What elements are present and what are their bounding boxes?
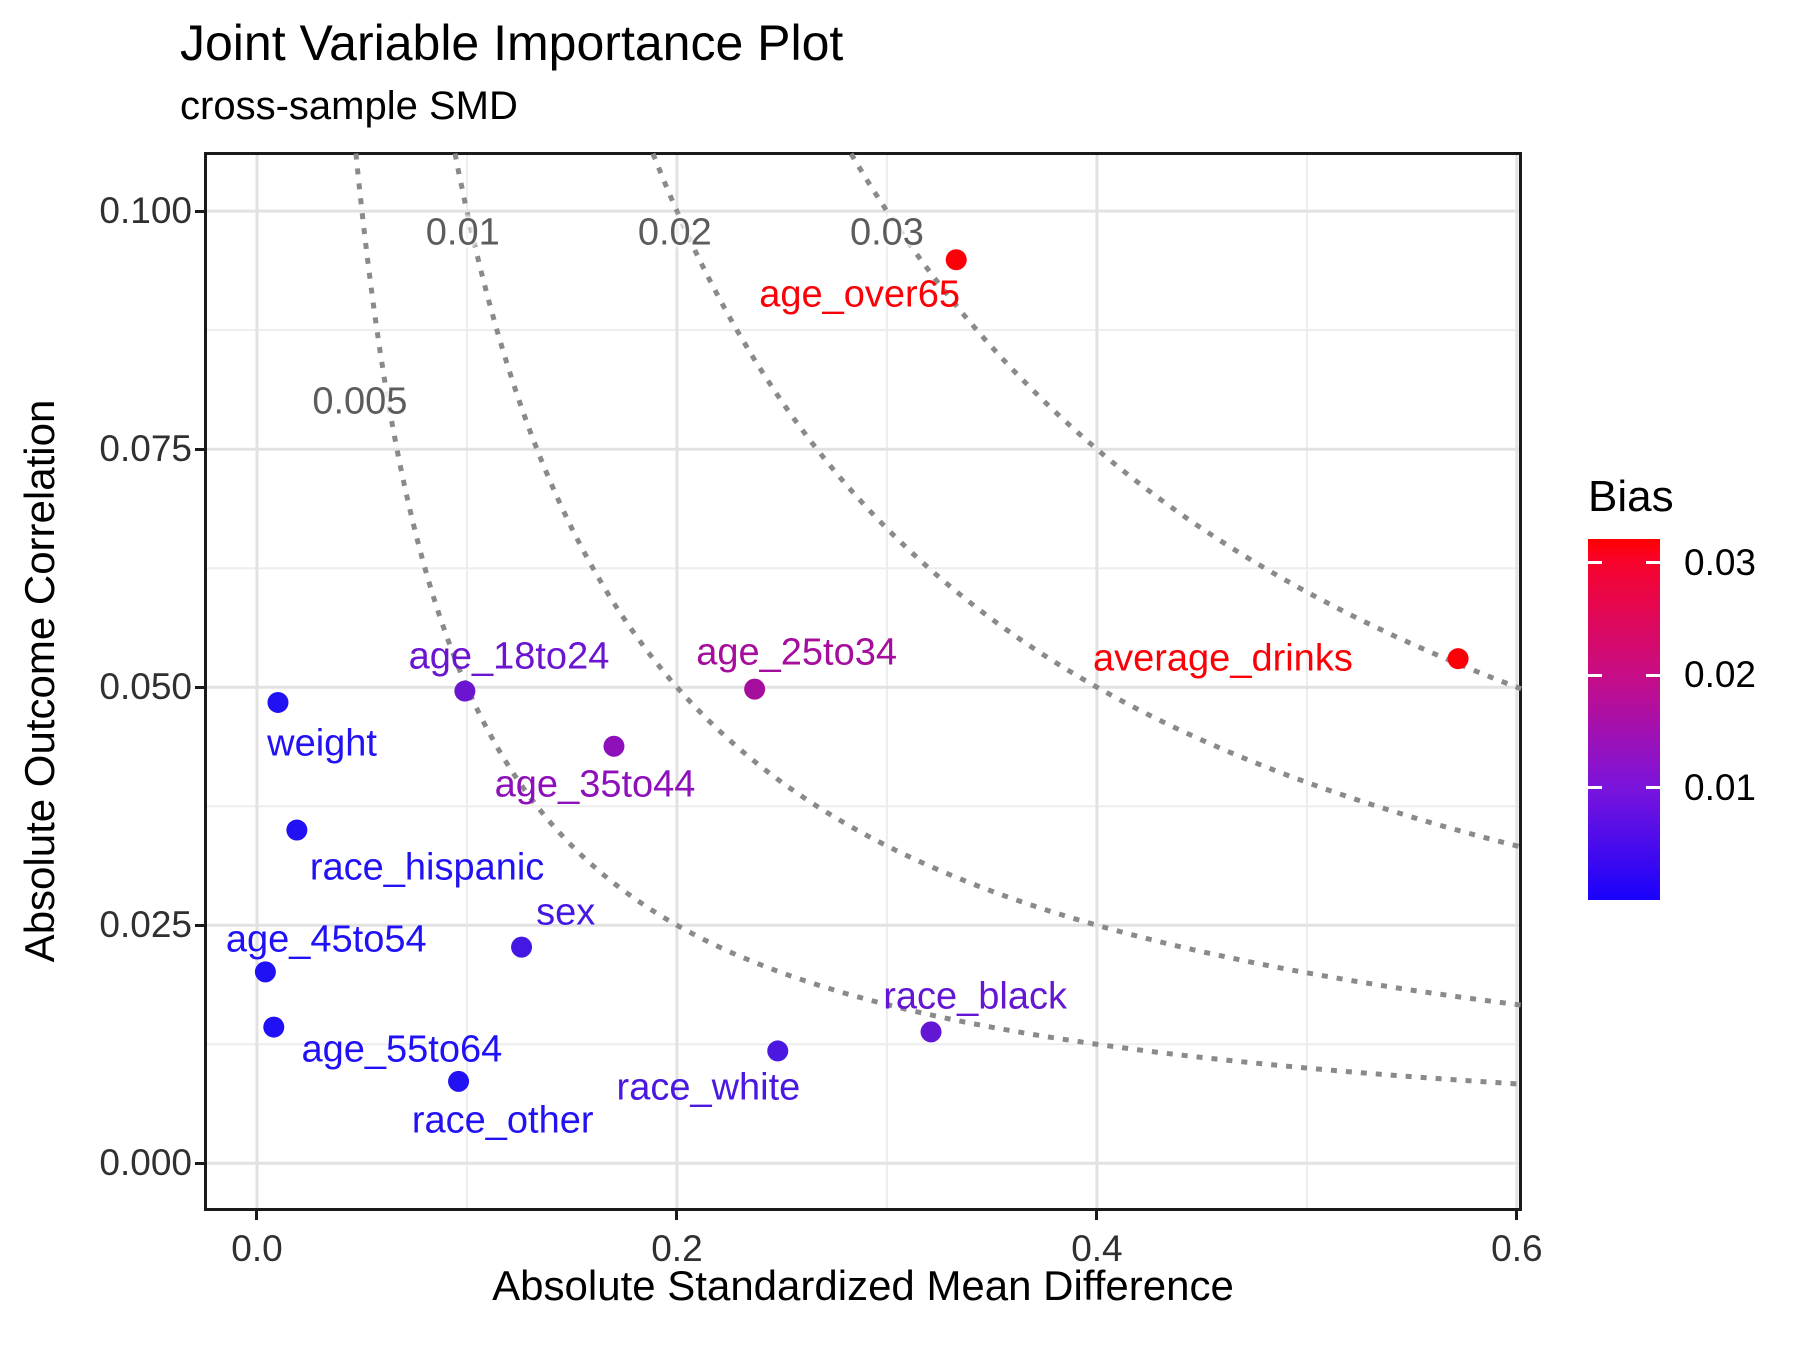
y-tick-label: 0.025 (99, 904, 192, 946)
y-tick-label: 0.075 (99, 428, 192, 470)
x-axis-title: Absolute Standardized Mean Difference (492, 1262, 1234, 1309)
bias-contour-0.02 (650, 152, 1522, 850)
plot-panel: 0.005 0.01 0.02 0.03 weight age_18to24 age_25t… (207, 152, 1523, 1208)
bias-contour-0.01 (452, 153, 1522, 1008)
chart-subtitle: cross-sample SMD (180, 84, 518, 128)
data-point-race_other (448, 1070, 470, 1092)
y-tick-mark (195, 923, 205, 927)
legend-tick-label-0.02: 0.02 (1684, 654, 1757, 696)
colorbar-tick-mark (1646, 561, 1660, 565)
x-tick-mark (255, 1210, 259, 1220)
x-tick-label: 0.2 (651, 1228, 703, 1269)
legend-tick-label-0.01: 0.01 (1684, 766, 1757, 808)
legend-tick-label-0.03: 0.03 (1684, 541, 1757, 583)
data-point-age_over65 (945, 249, 967, 271)
colorbar-tick-mark (1588, 673, 1602, 677)
y-tick-label: 0.050 (99, 666, 192, 708)
y-tick-label: 0.000 (99, 1142, 192, 1184)
colorbar-tick-mark (1646, 786, 1660, 790)
x-tick-label: 0.4 (1071, 1228, 1123, 1269)
data-point-sex (511, 936, 533, 958)
legend-colorbar (1588, 539, 1660, 900)
bias-contour-0.005 (353, 153, 1522, 1087)
data-point-race_white (767, 1040, 789, 1062)
colorbar-tick-mark (1588, 786, 1602, 790)
y-tick-mark (195, 209, 205, 213)
x-tick-label: 0.0 (231, 1228, 283, 1269)
plot-canvas (207, 152, 1523, 1208)
data-point-race_black (920, 1021, 942, 1043)
legend-title: Bias (1588, 472, 1674, 521)
colorbar-tick-mark (1646, 673, 1660, 677)
data-point-age_25to34 (744, 678, 766, 700)
data-point-age_18to24 (454, 680, 476, 702)
x-tick-label: 0.6 (1491, 1228, 1543, 1269)
x-tick-mark (1515, 1210, 1519, 1220)
y-tick-mark (195, 685, 205, 689)
x-tick-mark (1095, 1210, 1099, 1220)
x-tick-mark (675, 1210, 679, 1220)
chart-title: Joint Variable Importance Plot (180, 15, 844, 71)
data-point-race_hispanic (286, 819, 308, 841)
data-point-age_45to54 (254, 961, 276, 983)
data-point-weight (267, 691, 289, 713)
data-point-age_35to44 (603, 735, 625, 757)
colorbar-tick-mark (1588, 561, 1602, 565)
bias-contour-0.03 (848, 152, 1523, 692)
y-tick-label: 0.100 (99, 190, 192, 232)
data-point-age_55to64 (263, 1016, 285, 1038)
data-point-average_drinks (1447, 648, 1469, 670)
y-tick-mark (195, 1161, 205, 1165)
y-tick-mark (195, 447, 205, 451)
